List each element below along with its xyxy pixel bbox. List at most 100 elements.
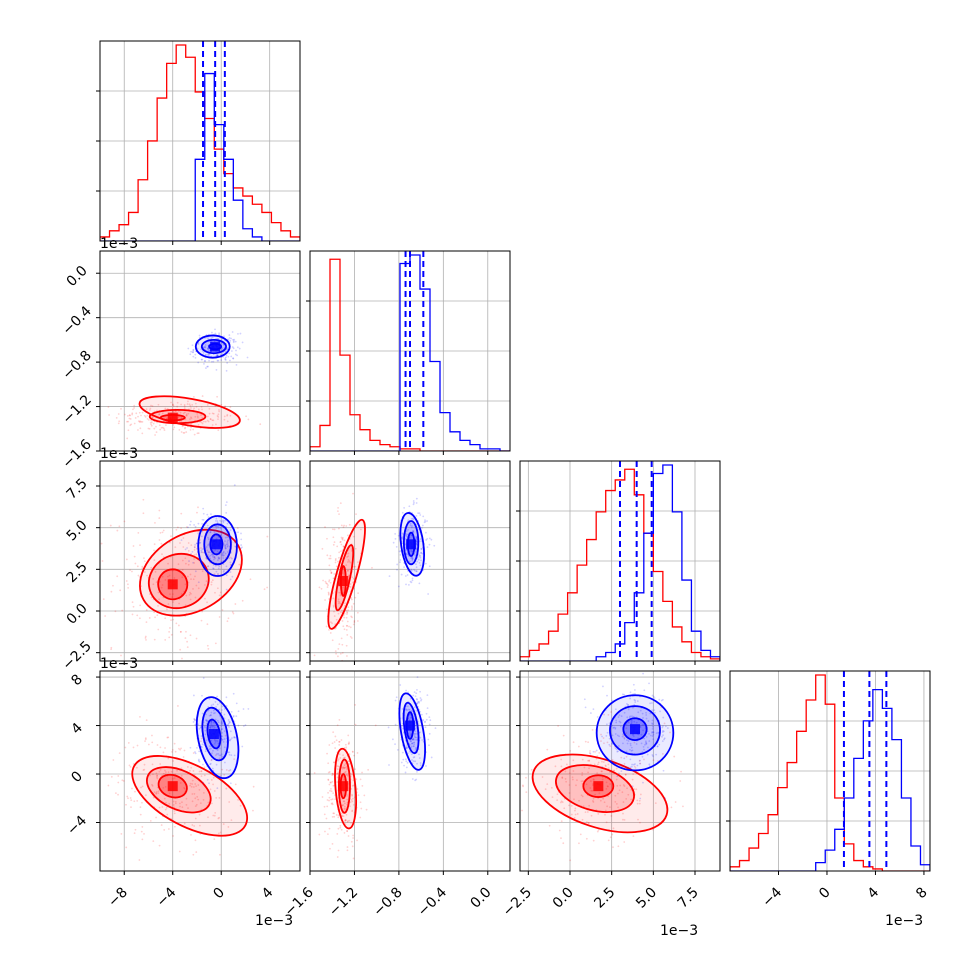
scatter-point-blue (413, 501, 415, 504)
scatter-point-blue (414, 695, 417, 698)
scatter-point-blue (229, 571, 232, 573)
scatter-point-red (335, 618, 338, 621)
scatter-point-blue (192, 349, 195, 352)
scatter-point-red (217, 817, 220, 820)
scatter-point-red (349, 626, 352, 629)
scatter-point-blue (221, 738, 224, 741)
scatter-point-blue (641, 751, 644, 753)
scatter-point-red (353, 621, 356, 623)
scatter-point-blue (628, 748, 631, 751)
scatter-point-red (339, 826, 342, 829)
scatter-point-blue (428, 716, 431, 719)
scatter-point-red (342, 625, 345, 628)
scatter-point-red (352, 803, 355, 806)
scatter-point-blue (659, 710, 661, 713)
scatter-point-blue (224, 552, 227, 555)
scatter-point-red (97, 612, 99, 614)
scatter-point-red (134, 417, 137, 419)
scatter-point-blue (649, 712, 652, 715)
scatter-point-blue (213, 742, 216, 745)
scatter-point-red (330, 790, 333, 793)
scatter-point-blue (602, 685, 604, 688)
scatter-point-red (207, 565, 210, 568)
density-peak-blue (406, 539, 417, 550)
scatter-point-blue (228, 352, 231, 355)
scatter-point-red (180, 767, 183, 770)
scatter-point-blue (411, 742, 414, 745)
scatter-point-red (195, 405, 198, 408)
scatter-point-red (178, 602, 180, 605)
scatter-point-blue (187, 347, 190, 350)
scatter-point-red (152, 840, 155, 842)
scatter-point-red (183, 403, 186, 406)
scatter-point-red (568, 792, 571, 794)
scatter-point-red (168, 541, 171, 544)
scatter-point-red (336, 510, 339, 513)
scatter-point-red (661, 753, 664, 755)
scatter-point-red (669, 731, 671, 734)
scatter-point-red (190, 544, 193, 547)
scatter-point-red (182, 431, 185, 434)
scatter-point-blue (405, 553, 408, 556)
scatter-point-red (218, 757, 221, 760)
scatter-point-red (612, 846, 614, 849)
scatter-point-blue (201, 548, 204, 551)
scatter-point-blue (433, 544, 436, 547)
scatter-point-red (354, 723, 357, 726)
scatter-point-red (336, 768, 339, 771)
scatter-point-red (346, 570, 349, 572)
scatter-point-blue (232, 692, 235, 695)
scatter-point-red (568, 804, 570, 807)
scatter-point-blue (401, 532, 404, 535)
scatter-point-red (623, 736, 626, 739)
scatter-point-blue (614, 726, 617, 729)
scatter-point-blue (411, 759, 413, 761)
scatter-point-red (584, 811, 587, 814)
scatter-point-blue (633, 689, 636, 691)
scatter-point-blue (641, 755, 644, 758)
scatter-point-blue (210, 739, 213, 742)
scatter-point-red (326, 586, 329, 588)
scatter-point-red (195, 637, 198, 640)
panel-3-3: −4 0 4 8 (726, 670, 931, 910)
scatter-point-red (336, 856, 339, 858)
scatter-point-blue (221, 728, 223, 730)
scatter-point-blue (207, 581, 210, 584)
scatter-point-blue (652, 695, 655, 698)
scatter-point-blue (605, 735, 608, 737)
scatter-point-red (191, 793, 194, 795)
scatter-point-blue (246, 356, 249, 359)
scatter-point-blue (206, 565, 209, 568)
scatter-point-red (346, 655, 348, 657)
scatter-point-blue (631, 715, 633, 718)
scatter-point-red (157, 403, 160, 406)
scatter-point-red (152, 796, 155, 799)
scatter-point-blue (415, 537, 418, 539)
scatter-point-blue (187, 526, 189, 529)
scatter-point-red (620, 756, 623, 759)
scatter-point-red (174, 750, 177, 753)
scatter-point-blue (236, 346, 239, 349)
scatter-point-blue (405, 760, 408, 763)
scatter-point-red (231, 611, 234, 613)
scatter-point-red (239, 804, 242, 807)
scatter-point-red (218, 594, 221, 597)
scatter-point-blue (646, 753, 649, 756)
scatter-point-blue (402, 758, 405, 761)
scatter-point-blue (205, 713, 207, 716)
scatter-point-red (149, 774, 151, 777)
scatter-point-blue (189, 520, 192, 523)
scatter-point-red (576, 779, 578, 782)
scatter-point-blue (631, 734, 634, 737)
scatter-point-red (337, 814, 340, 817)
scatter-point-red (191, 779, 194, 782)
scatter-point-red (350, 822, 352, 824)
scatter-point-blue (209, 714, 212, 717)
scatter-point-blue (427, 738, 430, 741)
scatter-point-red (114, 792, 117, 795)
scatter-point-red (614, 800, 617, 803)
scatter-point-red (197, 432, 200, 435)
scatter-point-red (327, 762, 330, 765)
scatter-point-red (346, 821, 349, 823)
scatter-point-red (346, 768, 349, 771)
